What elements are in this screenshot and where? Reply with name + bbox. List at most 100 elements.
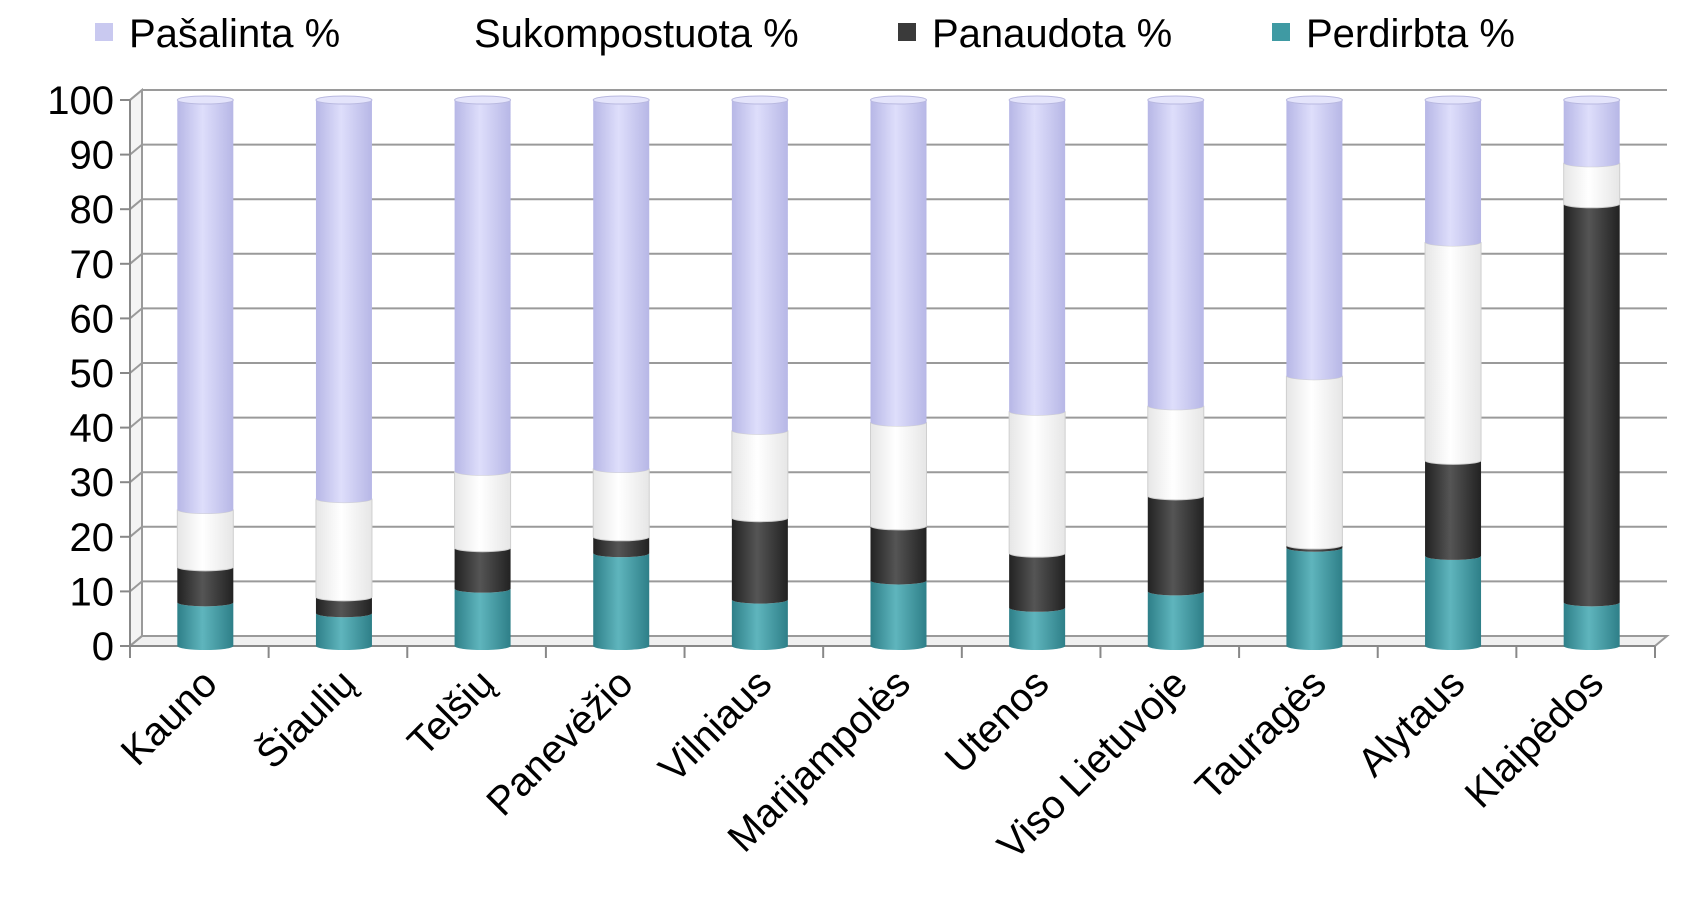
bar-group-taurages [1285, 95, 1343, 650]
x-tick-label-klaipedos: Klaipėdos [1457, 661, 1612, 816]
bar-segment-panaudota-siauliu [315, 596, 372, 618]
bar-cap [176, 95, 234, 105]
bar-segment-perdirbta-vilniaus [731, 599, 788, 650]
legend-label-pasalinta: Pašalinta % [129, 12, 340, 56]
bar-segment-sukompostuota-viso-lietuvoje [1147, 405, 1205, 501]
bar-segment-panaudota-panevezio [593, 536, 650, 558]
legend-swatch-pasalinta [95, 23, 113, 41]
bar-segment-sukompostuota-utenos [1008, 410, 1066, 558]
x-tick-label-taurages: Tauragės [1187, 661, 1334, 808]
bar-group-telsiu [454, 95, 512, 650]
y-tick-label: 80 [70, 188, 115, 232]
gridline-diag [129, 635, 143, 647]
y-tick-label: 50 [70, 352, 115, 396]
legend-label-perdirbta: Perdirbta % [1306, 12, 1515, 56]
bar-segment-sukompostuota-alytaus [1424, 241, 1482, 465]
bar-segment-panaudota-utenos [1009, 553, 1066, 612]
bar-cap [1285, 95, 1343, 105]
bar-segment-perdirbta-siauliu [315, 613, 372, 650]
bar-segment-pasalinta-marijampoles [870, 100, 927, 427]
bar-segment-sukompostuota-taurages [1285, 375, 1343, 550]
bar-group-marijampoles [870, 95, 927, 650]
y-tick-label: 70 [70, 243, 115, 287]
bar-cap [1424, 95, 1482, 105]
bar-segment-perdirbta-taurages [1286, 547, 1343, 650]
legend-swatch-perdirbta [1272, 23, 1290, 41]
bar-cap [1563, 95, 1621, 105]
bar-segment-pasalinta-alytaus [1425, 100, 1482, 246]
bar-segment-sukompostuota-siauliu [315, 498, 373, 602]
bar-segment-pasalinta-siauliu [315, 100, 372, 503]
x-tick-label-siauliu: Šiaulių [248, 661, 365, 778]
labels: 0 10 20 30 40 50 60 70 80 90 100 Kauno Šiaulių Telšių… [47, 79, 1612, 868]
bar-segment-perdirbta-utenos [1009, 607, 1066, 650]
bar-segment-perdirbta-panevezio [593, 553, 650, 650]
bar-group-siauliu [315, 95, 373, 650]
bar-segment-sukompostuota-marijampoles [870, 421, 927, 531]
legend-swatch-panaudota [898, 23, 916, 41]
bar-segment-sukompostuota-klaipedos [1563, 162, 1621, 209]
bar-cap [1008, 95, 1066, 105]
x-tick-label-panevezio: Panevėžio [478, 661, 641, 824]
y-tick-label: 20 [70, 516, 115, 560]
bar-group-viso-lietuvoje [1147, 95, 1205, 650]
bar-cap [592, 95, 650, 105]
gridline-diag [129, 526, 143, 538]
gridline-diag [129, 143, 143, 156]
bar-segment-sukompostuota-panevezio [592, 468, 650, 542]
bar-group-kauno [176, 95, 234, 650]
gridline-diag [129, 416, 143, 429]
y-tick-label: 10 [70, 570, 115, 614]
bar-group-utenos [1008, 95, 1066, 650]
bar-segment-panaudota-marijampoles [870, 525, 927, 585]
bar-segment-pasalinta-utenos [1009, 100, 1066, 416]
bar-cap [315, 95, 373, 105]
bar-segment-pasalinta-telsiu [454, 100, 511, 476]
bar-segment-pasalinta-taurages [1286, 100, 1343, 380]
gridline-diag [129, 471, 143, 483]
y-tick-label: 60 [70, 297, 115, 341]
bar-cap [870, 95, 927, 105]
bar-segment-panaudota-kauno [177, 566, 234, 607]
y-tick-label: 0 [92, 625, 114, 669]
bar-segment-pasalinta-viso-lietuvoje [1147, 100, 1204, 410]
bar-cap [454, 95, 512, 105]
y-tick-label: 100 [47, 79, 114, 123]
bar-cap [1147, 95, 1205, 105]
legend-label-panaudota: Panaudota % [932, 12, 1172, 56]
bar-segment-perdirbta-marijampoles [870, 580, 927, 650]
gridline-diag [129, 89, 143, 101]
gridline-diag [129, 307, 143, 320]
bar-segment-perdirbta-alytaus [1425, 555, 1482, 650]
x-tick-label-telsiu: Telšių [400, 661, 503, 764]
x-tick-label-vilniaus: Vilniaus [651, 661, 781, 791]
bar-segment-panaudota-telsiu [454, 547, 511, 593]
bar-segment-perdirbta-viso-lietuvoje [1147, 591, 1204, 650]
bar-segment-sukompostuota-kauno [176, 509, 234, 572]
bar-segment-perdirbta-telsiu [454, 588, 511, 650]
bar-segment-panaudota-taurages [1286, 544, 1343, 552]
y-tick-label: 90 [70, 134, 115, 178]
gridline-diag [129, 580, 143, 593]
bar-segment-panaudota-viso-lietuvoje [1147, 495, 1204, 596]
gridline-diag [129, 198, 143, 210]
bar-segment-pasalinta-vilniaus [731, 100, 788, 435]
gridline-diag [129, 253, 143, 265]
bars [176, 95, 1621, 650]
legend-swatch-sukompostuota [440, 23, 458, 41]
bar-segment-perdirbta-klaipedos [1563, 602, 1620, 650]
bar-group-klaipedos [1563, 95, 1621, 650]
legend: Pašalinta % Sukompostuota % Panaudota % Per… [95, 12, 1515, 56]
y-tick-label: 40 [70, 407, 115, 451]
bar-group-panevezio [592, 95, 650, 650]
y-tick-label: 30 [70, 461, 115, 505]
bar-group-vilniaus [731, 95, 789, 650]
bar-segment-pasalinta-panevezio [593, 100, 650, 473]
gridline-diag [129, 362, 143, 374]
bar-segment-pasalinta-kauno [177, 100, 234, 514]
bar-group-alytaus [1424, 95, 1482, 650]
legend-label-sukompostuota: Sukompostuota % [474, 12, 799, 56]
bar-segment-sukompostuota-vilniaus [731, 430, 789, 523]
x-tick-label-utenos: Utenos [937, 661, 1058, 782]
